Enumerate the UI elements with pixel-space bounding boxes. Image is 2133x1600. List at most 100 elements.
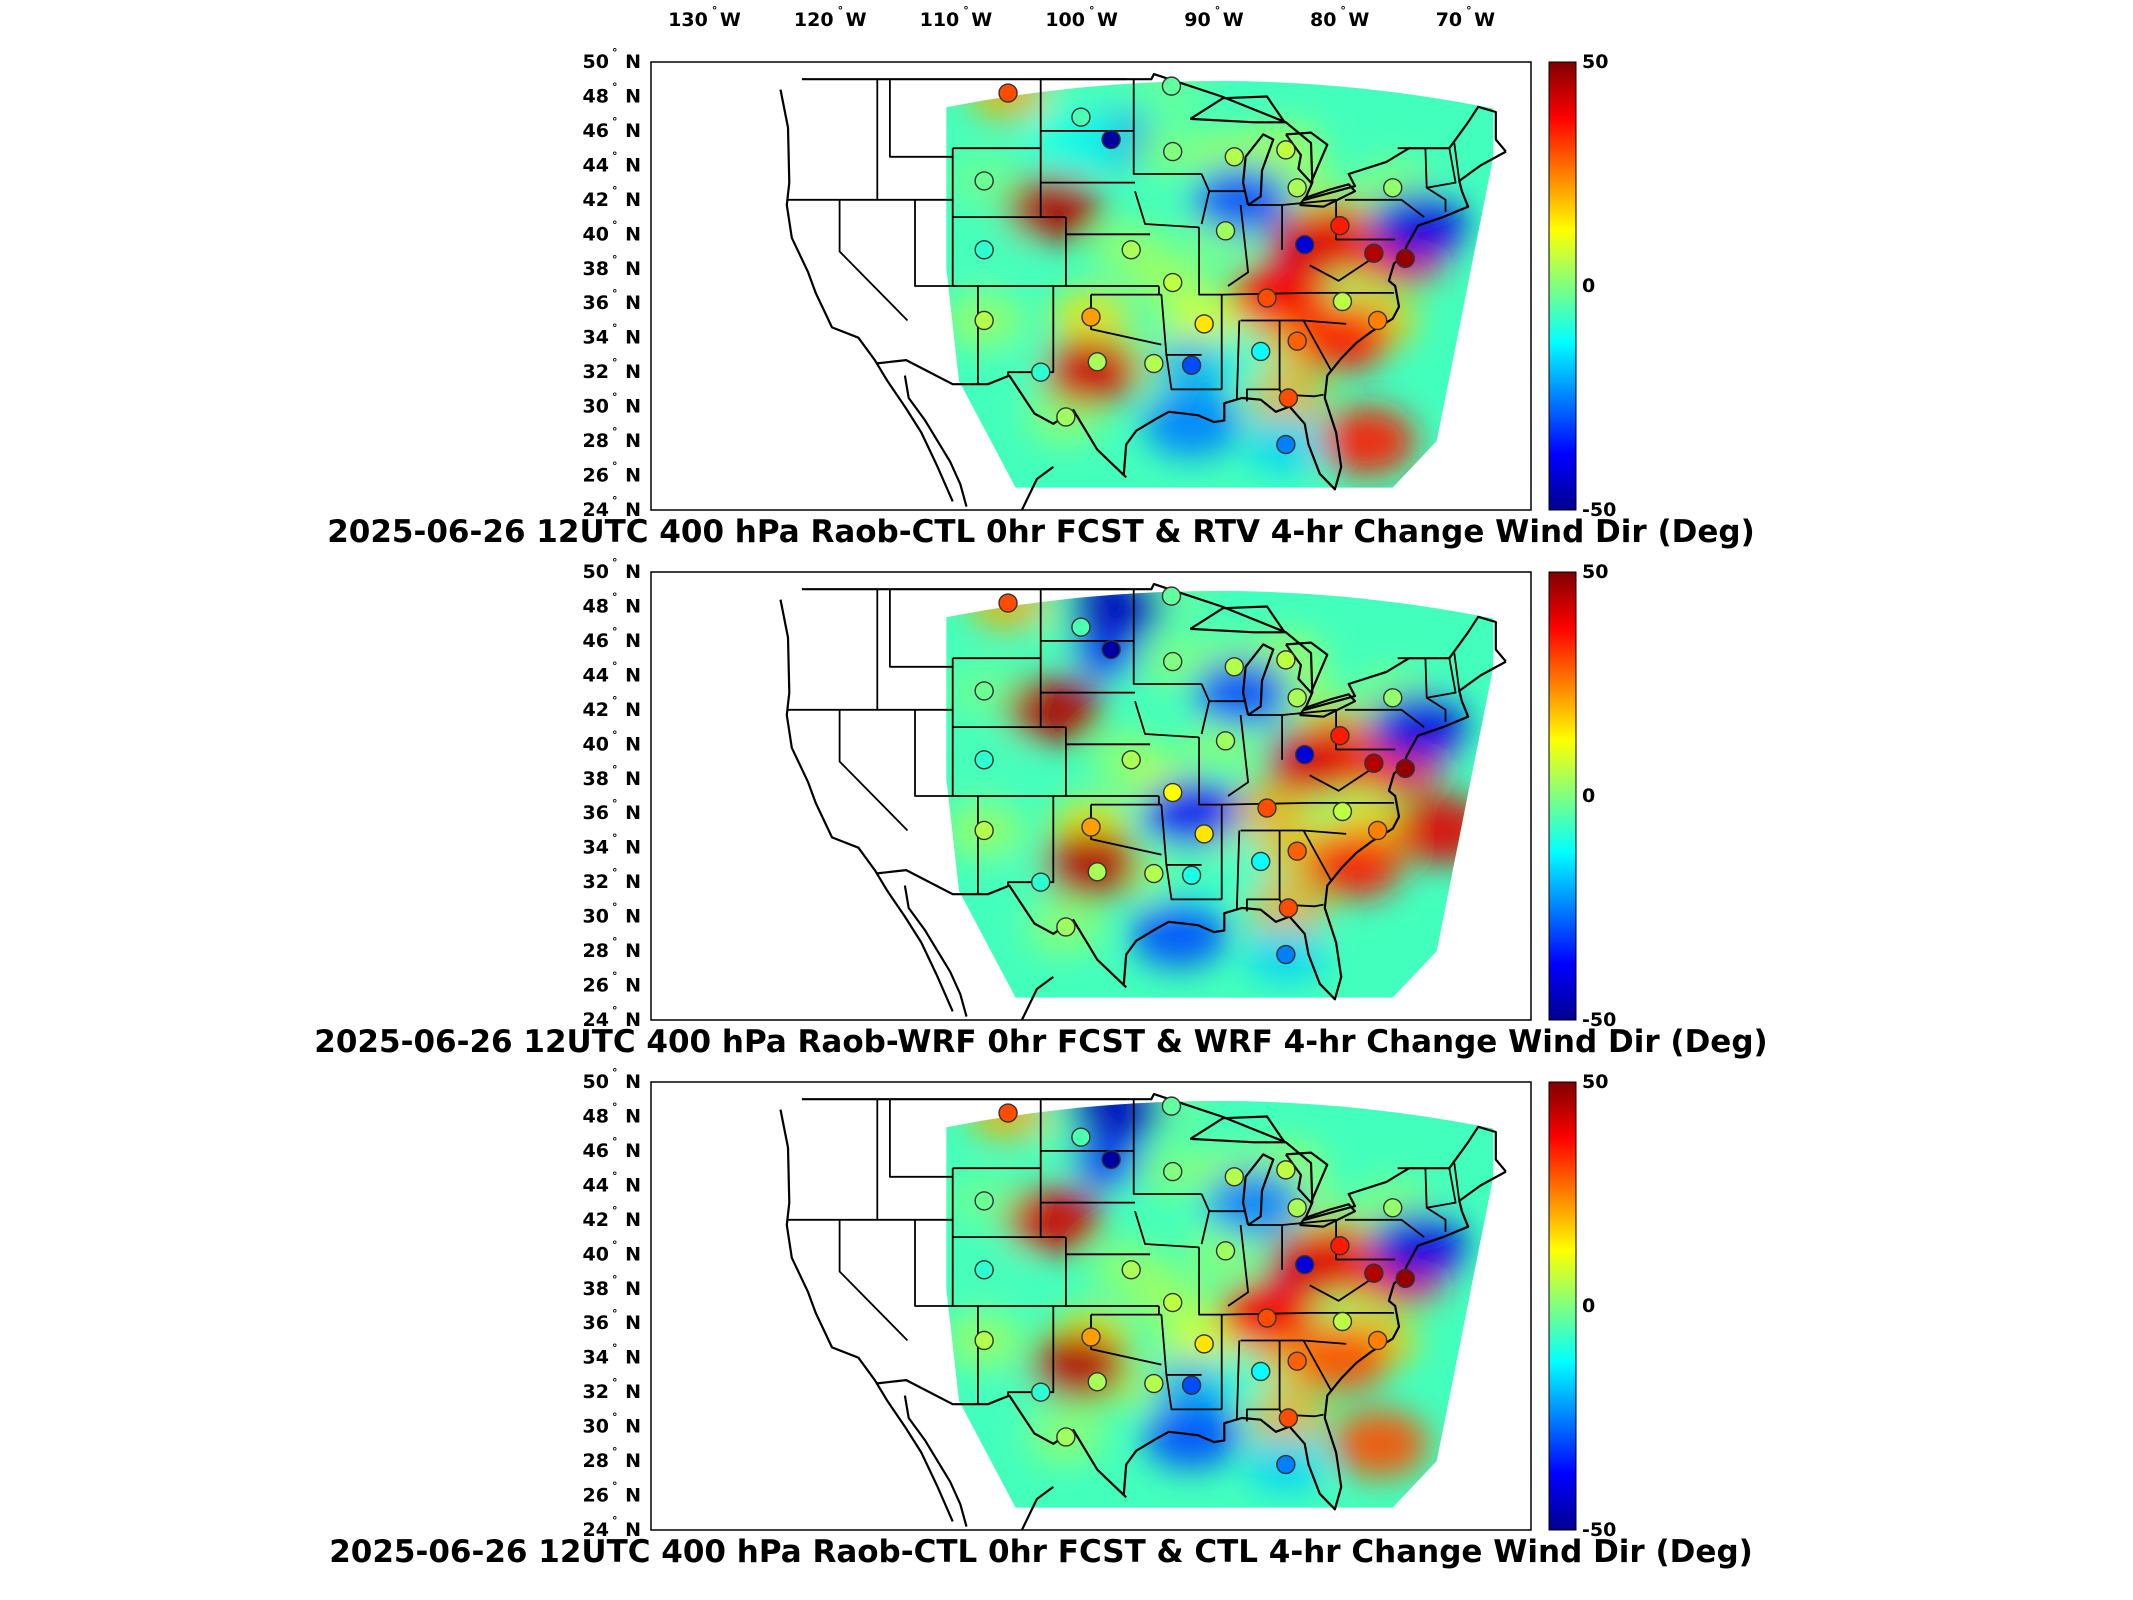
map-frame: [650, 61, 1532, 511]
lon-tick-hemisphere: W: [846, 9, 867, 31]
lat-tick-hemisphere: N: [625, 699, 641, 721]
raob-station-marker: [1163, 651, 1183, 672]
raob-station-marker: [1215, 221, 1236, 241]
degree-symbol: °: [612, 1004, 618, 1017]
state-boundary: [1165, 354, 1222, 391]
raob-station-marker: [1276, 650, 1296, 670]
state-boundary: [1335, 709, 1396, 751]
raob-station-marker: [1071, 617, 1091, 637]
lat-tick-hemisphere: N: [625, 1105, 641, 1127]
field-feature: [1068, 1101, 1165, 1142]
map-outlines: [779, 1092, 1507, 1531]
raob-station-marker: [1383, 178, 1403, 198]
raob-station-marker: [1121, 240, 1141, 260]
colorbar-tick-label: 0: [1582, 785, 1595, 807]
colorbar-tick-label: -50: [1582, 1519, 1616, 1541]
field-feature: [1395, 796, 1491, 865]
raob-station-marker: [1295, 234, 1315, 255]
map-outlines: [779, 72, 1507, 511]
state-boundary: [1235, 320, 1241, 400]
map-frame: [650, 571, 1532, 1021]
lat-tick-hemisphere: N: [625, 120, 641, 142]
lat-tick-label: 40: [583, 1243, 609, 1265]
lat-tick-hemisphere: N: [625, 1243, 641, 1265]
lat-tick-label: 44: [583, 154, 609, 176]
state-boundary: [1309, 1272, 1381, 1302]
raob-station-marker: [1101, 639, 1121, 660]
degree-symbol: °: [1089, 4, 1095, 17]
lake-outline: [1189, 95, 1286, 124]
degree-symbol: °: [612, 763, 618, 776]
degree-symbol: °: [612, 1514, 618, 1527]
lat-tick-hemisphere: N: [625, 223, 641, 245]
lat-tick-label: 48: [583, 1105, 609, 1127]
lake-outline: [1298, 693, 1357, 718]
state-boundary: [1227, 1224, 1249, 1307]
degree-symbol: °: [612, 797, 618, 810]
lat-tick-hemisphere: N: [625, 1450, 641, 1472]
raob-station-marker: [1251, 341, 1271, 362]
degree-symbol: °: [838, 4, 844, 17]
lat-tick-label: 48: [583, 85, 609, 107]
field-feature: [1193, 658, 1290, 727]
raob-station-marker: [1383, 1198, 1403, 1218]
state-boundary: [1235, 1340, 1241, 1420]
state-boundary: [1132, 79, 1202, 175]
degree-symbol: °: [612, 1238, 618, 1251]
state-boundary: [1309, 252, 1381, 282]
state-boundary: [1302, 1340, 1332, 1391]
lat-tick-label: 50: [583, 1071, 609, 1093]
coast-line: [1020, 1486, 1054, 1531]
coast-line: [875, 1378, 1127, 1499]
degree-symbol: °: [612, 625, 618, 638]
state-boundary: [1426, 658, 1457, 699]
state-boundary: [1165, 1374, 1222, 1411]
state-boundary: [1302, 830, 1332, 881]
field-feature: [1269, 208, 1366, 277]
coast-line: [801, 72, 1507, 201]
raob-station-marker: [974, 1191, 994, 1211]
degree-symbol: °: [963, 4, 969, 17]
map-frame: [650, 1081, 1532, 1531]
raob-station-marker: [1101, 1149, 1121, 1170]
lat-tick-label: 24: [583, 1009, 609, 1031]
lat-tick-hemisphere: N: [625, 733, 641, 755]
lat-tick-hemisphere: N: [625, 1381, 641, 1403]
lon-tick-hemisphere: W: [720, 9, 741, 31]
lat-tick-hemisphere: N: [625, 940, 641, 962]
colorbar-tick-label: -50: [1582, 499, 1616, 521]
colorbar-tick-label: 50: [1582, 561, 1608, 583]
degree-symbol: °: [612, 659, 618, 672]
coast-line: [875, 359, 1127, 479]
raob-station-marker: [1121, 750, 1141, 770]
lat-tick-hemisphere: N: [625, 1519, 641, 1541]
map-panel-2: N°50N°48N°46N°44N°42N°40N°38N°36N°34N°32…: [314, 556, 1767, 1060]
raob-station-marker: [1395, 1268, 1415, 1289]
degree-symbol: °: [612, 80, 618, 93]
field-feature: [1143, 389, 1240, 458]
lat-tick-hemisphere: N: [625, 465, 641, 487]
raob-station-marker: [1276, 944, 1296, 965]
raob-station-marker: [1071, 107, 1091, 127]
degree-symbol: °: [612, 1169, 618, 1182]
state-boundary: [1335, 1219, 1396, 1261]
state-boundary: [1453, 1162, 1461, 1202]
colorbar-tick-label: 0: [1582, 275, 1595, 297]
lat-tick-label: 46: [583, 630, 609, 652]
panel-title: 2025-06-26 12UTC 400 hPa Raob-CTL 0hr FC…: [327, 514, 1755, 550]
panel-title: 2025-06-26 12UTC 400 hPa Raob-CTL 0hr FC…: [329, 1534, 1753, 1570]
degree-symbol: °: [612, 1376, 618, 1389]
longitude-axis: 130 ° W 120 ° W 110 ° W 100 ° W 90 ° W 80 ° W 70 ° W: [668, 4, 1495, 31]
lat-tick-label: 28: [583, 940, 609, 962]
state-boundary: [1134, 190, 1200, 229]
raob-station-marker: [1395, 248, 1415, 269]
lake-outline: [1241, 1153, 1275, 1226]
coast-line: [1020, 976, 1054, 1021]
degree-symbol: °: [612, 494, 618, 507]
panel-title: 2025-06-26 12UTC 400 hPa Raob-WRF 0hr FC…: [314, 1024, 1767, 1060]
lat-tick-label: 42: [583, 189, 609, 211]
raob-stations: [974, 586, 1415, 965]
state-boundary: [1344, 708, 1425, 728]
lat-tick-hemisphere: N: [625, 396, 641, 418]
degree-symbol: °: [612, 1066, 618, 1079]
